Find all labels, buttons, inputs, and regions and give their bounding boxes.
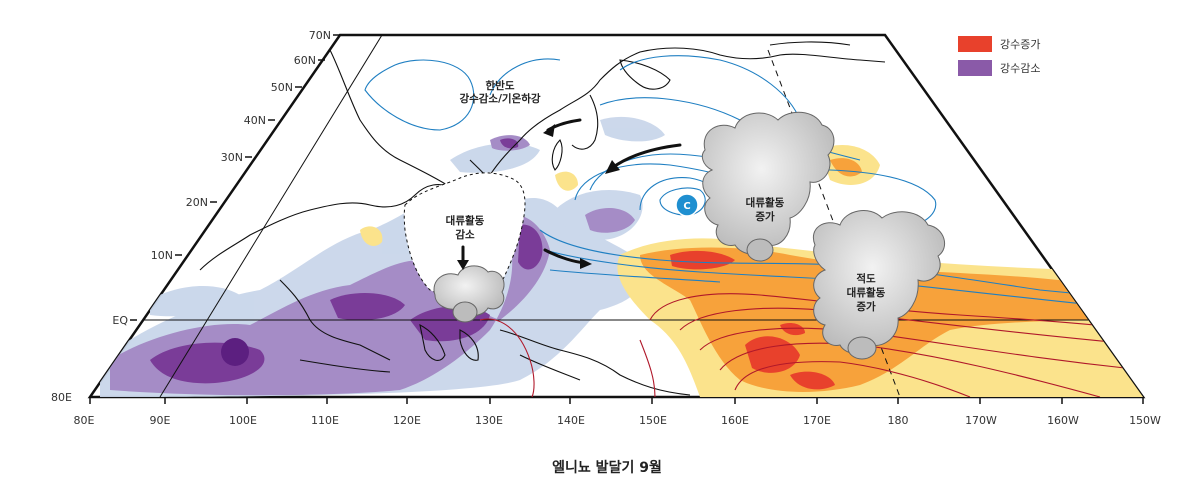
equatorial-convection-label-2: 대류활동 (847, 286, 886, 299)
lon-label-120e: 120E (393, 414, 421, 427)
cyclone-marker (675, 193, 699, 217)
cyclone-label: C (683, 201, 690, 212)
precip-decrease-strong (150, 138, 543, 384)
lon-label-150w: 150W (1129, 414, 1161, 427)
lon-label-100e: 100E (229, 414, 257, 427)
equatorial-convection-label-1: 적도 (856, 272, 876, 285)
longitude-ticks (89, 397, 1144, 404)
lon-label-90e: 90E (150, 414, 171, 427)
legend: 강수증가 강수감소 (958, 36, 1040, 76)
figure-caption: 엘니뇨 발달기 9월 (552, 459, 662, 476)
legend-label-decrease: 강수감소 (1000, 62, 1040, 75)
lat-label-eq: EQ (112, 314, 128, 327)
precip-decrease-core (221, 338, 249, 366)
cloud-convection-decrease (433, 265, 505, 323)
lat-label-30n: 30N (221, 151, 243, 164)
legend-swatch-increase (958, 36, 992, 52)
lat-label-60n: 60N (294, 54, 316, 67)
lon-label-170w: 170W (965, 414, 997, 427)
lon-label-110e: 110E (311, 414, 339, 427)
lon-label-140e: 140E (557, 414, 585, 427)
lat-label-10n: 10N (151, 249, 173, 262)
lon-label-180: 180 (888, 414, 909, 427)
equatorial-convection-label-3: 증가 (856, 300, 876, 313)
cloud-convection-increase (701, 111, 835, 262)
lon-label-170e: 170E (803, 414, 831, 427)
lon-label-160w: 160W (1047, 414, 1079, 427)
lat-label-40n: 40N (244, 114, 266, 127)
legend-label-increase: 강수증가 (1000, 38, 1040, 51)
korea-label-1: 한반도 (486, 79, 515, 92)
latitude-axis (130, 34, 340, 321)
lat-label-70n: 70N (309, 29, 331, 42)
cloud-equatorial-convection (812, 210, 946, 360)
convection-increase-label-1: 대류활동 (746, 196, 785, 209)
convection-decrease-label-2: 감소 (455, 229, 475, 241)
lon-label-80e: 80E (74, 414, 95, 427)
lon-label-160e: 160E (721, 414, 749, 427)
landmass (199, 41, 886, 396)
lon-label-150e: 150E (639, 414, 667, 427)
korea-label-2: 강수감소/기온하강 (459, 92, 540, 105)
lat-label-50n: 50N (271, 81, 293, 94)
convection-increase-label-2: 증가 (755, 210, 775, 223)
arrow-heads (457, 124, 620, 270)
lat-label-80e: 80E (51, 391, 72, 404)
lat-label-20n: 20N (186, 196, 208, 209)
map-content (90, 35, 1143, 397)
lon-label-130e: 130E (475, 414, 503, 427)
legend-swatch-decrease (958, 60, 992, 76)
convection-decrease-region (403, 172, 526, 298)
convection-decrease-label-1: 대류활동 (446, 214, 485, 227)
